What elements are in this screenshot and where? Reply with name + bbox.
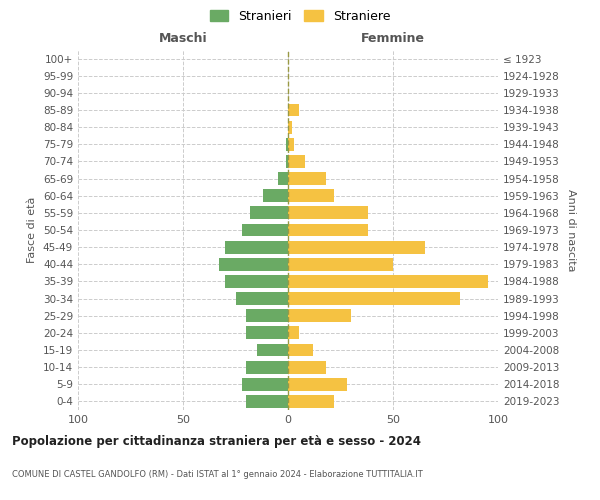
Bar bbox=[288, 172, 326, 185]
Bar bbox=[288, 326, 299, 340]
Legend: Stranieri, Straniere: Stranieri, Straniere bbox=[206, 6, 394, 26]
Bar bbox=[246, 395, 288, 408]
Bar bbox=[288, 292, 460, 305]
Bar bbox=[286, 155, 288, 168]
Bar bbox=[257, 344, 288, 356]
Bar bbox=[246, 326, 288, 340]
Bar bbox=[263, 190, 288, 202]
Bar bbox=[288, 310, 351, 322]
Bar bbox=[218, 258, 288, 270]
Text: Popolazione per cittadinanza straniera per età e sesso - 2024: Popolazione per cittadinanza straniera p… bbox=[12, 435, 421, 448]
Bar bbox=[246, 360, 288, 374]
Text: COMUNE DI CASTEL GANDOLFO (RM) - Dati ISTAT al 1° gennaio 2024 - Elaborazione TU: COMUNE DI CASTEL GANDOLFO (RM) - Dati IS… bbox=[12, 470, 423, 479]
Bar bbox=[288, 258, 393, 270]
Text: Maschi: Maschi bbox=[158, 32, 208, 45]
Bar bbox=[288, 395, 334, 408]
Bar bbox=[242, 378, 288, 390]
Bar bbox=[288, 224, 368, 236]
Text: Femmine: Femmine bbox=[361, 32, 425, 45]
Bar bbox=[288, 206, 368, 220]
Bar bbox=[225, 275, 288, 288]
Bar bbox=[288, 190, 334, 202]
Bar bbox=[225, 240, 288, 254]
Bar bbox=[286, 138, 288, 150]
Bar bbox=[288, 155, 305, 168]
Bar bbox=[288, 240, 425, 254]
Bar bbox=[288, 138, 295, 150]
Bar bbox=[235, 292, 288, 305]
Bar bbox=[288, 104, 299, 117]
Y-axis label: Anni di nascita: Anni di nascita bbox=[566, 188, 576, 271]
Bar bbox=[288, 344, 313, 356]
Bar bbox=[277, 172, 288, 185]
Bar bbox=[288, 120, 292, 134]
Y-axis label: Fasce di età: Fasce di età bbox=[28, 197, 37, 263]
Bar bbox=[246, 310, 288, 322]
Bar bbox=[288, 378, 347, 390]
Bar bbox=[250, 206, 288, 220]
Bar bbox=[242, 224, 288, 236]
Bar bbox=[288, 360, 326, 374]
Bar bbox=[288, 275, 488, 288]
